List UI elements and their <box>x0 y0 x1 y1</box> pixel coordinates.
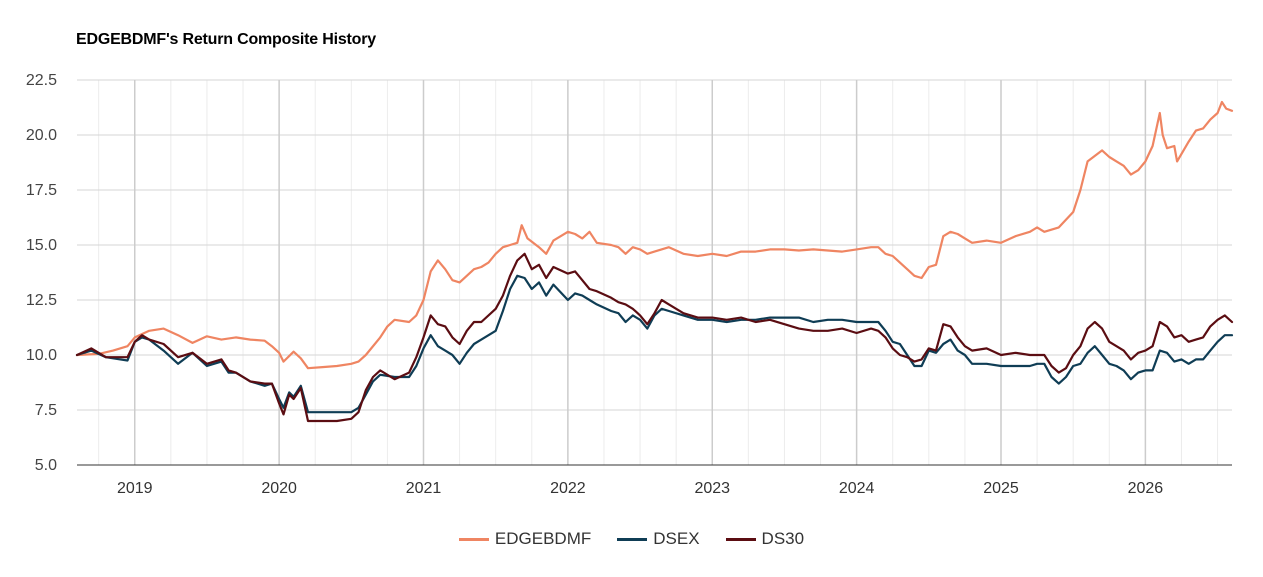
y-tick-label: 7.5 <box>35 402 57 419</box>
x-tick-label: 2025 <box>983 480 1019 497</box>
y-axis: 5.0 7.5 10.0 12.5 15.0 17.5 20.0 22.5 <box>26 72 57 474</box>
legend-item-dsex[interactable]: DSEX <box>617 529 700 549</box>
x-tick-label: 2021 <box>406 480 442 497</box>
legend-label-edgebdmf: EDGEBDMF <box>494 529 592 548</box>
y-tick-label: 15.0 <box>26 237 57 254</box>
legend-swatch-edgebdmf <box>458 537 489 541</box>
y-tick-label: 17.5 <box>26 182 57 199</box>
x-tick-label: 2022 <box>550 480 586 497</box>
legend-label-dsex: DSEX <box>653 529 700 548</box>
legend-swatch-dsex <box>617 537 648 541</box>
x-tick-label: 2023 <box>694 480 730 497</box>
series-line-dsex <box>75 274 1234 414</box>
major-gridlines <box>77 79 1232 466</box>
x-axis: 2019 2020 2021 2022 2023 2024 2025 2026 <box>77 464 1232 497</box>
x-tick-label: 2024 <box>839 480 875 497</box>
x-tick-label: 2026 <box>1128 480 1164 497</box>
y-tick-label: 5.0 <box>35 457 57 474</box>
legend-label-ds30: DS30 <box>761 529 805 548</box>
x-tick-label: 2020 <box>261 480 297 497</box>
legend: EDGEBDMF DSEX DS30 <box>0 529 1263 549</box>
series-line-ds30 <box>75 252 1234 423</box>
y-tick-label: 20.0 <box>26 127 57 144</box>
series-line-edgebdmf <box>75 100 1234 370</box>
chart-title: EDGEBDMF's Return Composite History <box>76 31 376 48</box>
legend-swatch-ds30 <box>725 537 756 541</box>
legend-item-edgebdmf[interactable]: EDGEBDMF <box>458 529 592 549</box>
minor-gridlines <box>98 80 1219 465</box>
y-tick-label: 10.0 <box>26 347 57 364</box>
series-lines <box>75 100 1234 423</box>
y-tick-label: 22.5 <box>26 72 57 89</box>
legend-item-ds30[interactable]: DS30 <box>725 529 805 549</box>
x-tick-label: 2019 <box>117 480 153 497</box>
y-tick-label: 12.5 <box>26 292 57 309</box>
